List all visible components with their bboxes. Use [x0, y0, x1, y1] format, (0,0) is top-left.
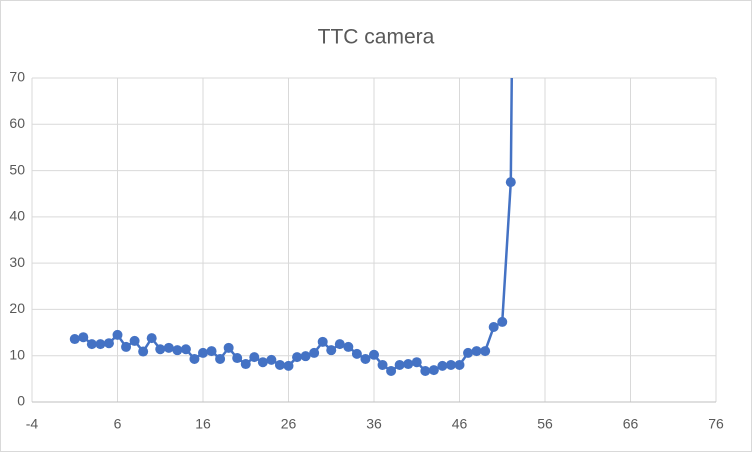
- x-tick-label: 36: [366, 416, 382, 432]
- data-point: [377, 359, 388, 370]
- data-point: [454, 359, 465, 370]
- x-tick-label: 56: [537, 416, 553, 432]
- data-point: [189, 353, 200, 364]
- x-tick-label: 66: [623, 416, 639, 432]
- data-point: [138, 346, 149, 357]
- data-point: [309, 347, 320, 358]
- y-tick-label: 30: [9, 254, 25, 270]
- data-point: [505, 177, 516, 188]
- data-point: [240, 359, 251, 370]
- x-tick-label: 26: [281, 416, 297, 432]
- data-point: [488, 322, 499, 333]
- data-point: [129, 335, 140, 346]
- x-tick-label: -4: [26, 416, 39, 432]
- data-point: [257, 357, 268, 368]
- y-tick-label: 10: [9, 346, 25, 362]
- data-point: [95, 339, 106, 350]
- chart-title: TTC camera: [318, 26, 435, 49]
- data-point: [146, 333, 157, 344]
- data-point: [163, 342, 174, 353]
- data-point: [403, 359, 414, 370]
- data-point: [334, 339, 345, 350]
- y-tick-label: 20: [9, 300, 25, 316]
- data-point: [266, 354, 277, 365]
- data-point: [317, 336, 328, 347]
- y-tick-label: 0: [17, 393, 25, 409]
- x-tick-label: 46: [452, 416, 468, 432]
- data-point: [497, 316, 508, 327]
- data-point: [86, 339, 97, 350]
- data-point: [445, 359, 456, 370]
- data-point: [172, 345, 183, 356]
- data-point: [112, 329, 123, 340]
- data-point: [155, 344, 166, 355]
- data-point: [249, 352, 260, 363]
- data-point: [121, 341, 132, 352]
- data-point: [69, 334, 80, 345]
- data-point: [232, 353, 243, 364]
- data-point: [420, 365, 431, 376]
- x-tick-label: 16: [195, 416, 211, 432]
- y-tick-label: 50: [9, 161, 25, 177]
- data-point: [274, 359, 285, 370]
- data-point: [411, 357, 422, 368]
- data-point: [283, 360, 294, 371]
- data-point: [471, 346, 482, 357]
- data-point: [300, 351, 311, 362]
- data-point: [343, 341, 354, 352]
- data-point: [223, 342, 234, 353]
- data-point: [198, 347, 208, 358]
- data-point: [326, 345, 337, 356]
- data-point: [78, 332, 89, 343]
- data-point: [394, 359, 405, 370]
- data-point: [480, 346, 491, 357]
- data-point: [180, 344, 191, 355]
- data-point: [360, 353, 371, 364]
- y-tick-label: 70: [9, 69, 25, 85]
- data-point: [292, 352, 303, 363]
- y-tick-label: 60: [9, 115, 25, 131]
- data-point: [369, 349, 379, 360]
- x-tick-label: 6: [114, 416, 122, 432]
- data-point: [437, 360, 448, 371]
- data-point: [351, 348, 362, 359]
- x-tick-label: 76: [708, 416, 724, 432]
- data-point: [206, 346, 217, 357]
- data-point: [428, 365, 439, 376]
- y-tick-label: 40: [9, 208, 25, 224]
- data-point: [463, 347, 474, 358]
- data-point: [215, 353, 226, 364]
- data-point: [103, 338, 114, 349]
- data-point: [386, 365, 397, 376]
